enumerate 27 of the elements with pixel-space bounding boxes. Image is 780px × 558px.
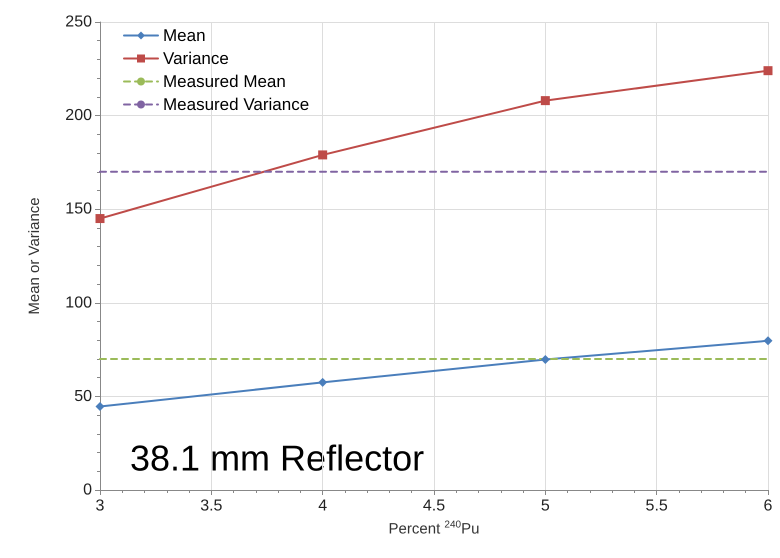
- y-tick-label: 100: [65, 294, 92, 312]
- x-tick-label: 6: [764, 498, 773, 514]
- annotation: 38.1 mm Reflector: [130, 438, 424, 478]
- point: [540, 355, 550, 364]
- x-tick-label: 5.5: [646, 498, 668, 514]
- y-tick-label: 250: [65, 14, 92, 30]
- point: [318, 378, 328, 387]
- legend-label: Measured Mean: [163, 72, 286, 91]
- point: [96, 214, 104, 224]
- x-tick-label: 4.5: [422, 498, 446, 514]
- x-tick-label: 5: [540, 498, 550, 514]
- y-tick-label: 200: [65, 107, 92, 124]
- point: [764, 336, 772, 346]
- x-tick-label: 3.5: [200, 498, 223, 514]
- y-tick-label: 50: [74, 388, 92, 405]
- point: [764, 66, 772, 76]
- point: [318, 150, 328, 160]
- point: [96, 402, 104, 412]
- x-tick-label: 4: [318, 498, 328, 514]
- legend-label: Measured Variance: [163, 95, 310, 114]
- legend-label: Variance: [163, 49, 229, 68]
- legend-label: Mean: [163, 26, 206, 45]
- y-tick-label: 0: [83, 482, 92, 498]
- x-tick-label: 3: [96, 498, 105, 514]
- point: [540, 96, 550, 106]
- y-axis-title: Mean or Variance: [26, 197, 43, 315]
- y-tick-label: 150: [65, 200, 92, 218]
